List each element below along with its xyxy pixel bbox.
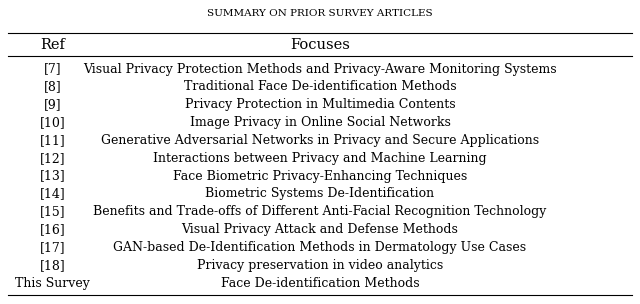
Text: Visual Privacy Protection Methods and Privacy-Aware Monitoring Systems: Visual Privacy Protection Methods and Pr… [83, 63, 557, 76]
Text: [18]: [18] [40, 259, 65, 272]
Text: Privacy preservation in video analytics: Privacy preservation in video analytics [197, 259, 443, 272]
Text: [14]: [14] [40, 188, 65, 200]
Text: [10]: [10] [40, 116, 65, 129]
Text: SUMMARY ON PRIOR SURVEY ARTICLES: SUMMARY ON PRIOR SURVEY ARTICLES [207, 9, 433, 18]
Text: Privacy Protection in Multimedia Contents: Privacy Protection in Multimedia Content… [185, 98, 455, 111]
Text: [11]: [11] [40, 134, 65, 147]
Text: Generative Adversarial Networks in Privacy and Secure Applications: Generative Adversarial Networks in Priva… [101, 134, 539, 147]
Text: Face De-identification Methods: Face De-identification Methods [221, 277, 419, 290]
Text: [13]: [13] [40, 170, 65, 183]
Text: [12]: [12] [40, 152, 65, 165]
Text: [16]: [16] [40, 223, 65, 236]
Text: [8]: [8] [44, 80, 61, 93]
Text: Interactions between Privacy and Machine Learning: Interactions between Privacy and Machine… [153, 152, 487, 165]
Text: Biometric Systems De-Identification: Biometric Systems De-Identification [205, 188, 435, 200]
Text: Ref: Ref [40, 38, 65, 52]
Text: [7]: [7] [44, 63, 61, 76]
Text: Focuses: Focuses [290, 38, 350, 52]
Text: Visual Privacy Attack and Defense Methods: Visual Privacy Attack and Defense Method… [182, 223, 458, 236]
Text: Traditional Face De-identification Methods: Traditional Face De-identification Metho… [184, 80, 456, 93]
Text: [15]: [15] [40, 205, 65, 218]
Text: GAN-based De-Identification Methods in Dermatology Use Cases: GAN-based De-Identification Methods in D… [113, 241, 527, 254]
Text: [9]: [9] [44, 98, 61, 111]
Text: [17]: [17] [40, 241, 65, 254]
Text: This Survey: This Survey [15, 277, 90, 290]
Text: Benefits and Trade-offs of Different Anti-Facial Recognition Technology: Benefits and Trade-offs of Different Ant… [93, 205, 547, 218]
Text: Face Biometric Privacy-Enhancing Techniques: Face Biometric Privacy-Enhancing Techniq… [173, 170, 467, 183]
Text: Image Privacy in Online Social Networks: Image Privacy in Online Social Networks [189, 116, 451, 129]
